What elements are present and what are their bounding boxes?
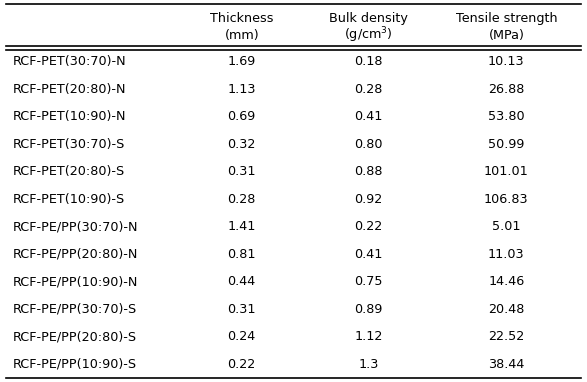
Text: (g/cm$^3$): (g/cm$^3$)	[344, 26, 393, 45]
Text: 14.46: 14.46	[488, 275, 524, 288]
Text: 5.01: 5.01	[492, 220, 521, 233]
Text: RCF-PET(20:80)-S: RCF-PET(20:80)-S	[13, 165, 125, 178]
Text: RCF-PE/PP(30:70)-S: RCF-PE/PP(30:70)-S	[13, 303, 137, 316]
Text: RCF-PET(10:90)-S: RCF-PET(10:90)-S	[13, 193, 125, 206]
Text: 0.22: 0.22	[228, 358, 256, 371]
Text: 22.52: 22.52	[488, 330, 524, 343]
Text: 1.69: 1.69	[228, 55, 256, 68]
Text: RCF-PE/PP(10:90)-N: RCF-PE/PP(10:90)-N	[13, 275, 138, 288]
Text: 0.81: 0.81	[228, 248, 256, 261]
Text: 1.3: 1.3	[358, 358, 379, 371]
Text: 1.13: 1.13	[228, 83, 256, 96]
Text: Thickness: Thickness	[210, 11, 274, 24]
Text: 0.41: 0.41	[354, 248, 383, 261]
Text: 0.22: 0.22	[354, 220, 382, 233]
Text: 0.80: 0.80	[354, 138, 383, 151]
Text: 0.18: 0.18	[354, 55, 383, 68]
Text: 0.41: 0.41	[354, 110, 383, 123]
Text: 0.89: 0.89	[354, 303, 383, 316]
Text: 101.01: 101.01	[484, 165, 529, 178]
Text: 53.80: 53.80	[488, 110, 525, 123]
Text: 0.44: 0.44	[228, 275, 256, 288]
Text: 0.69: 0.69	[228, 110, 256, 123]
Text: RCF-PE/PP(20:80)-N: RCF-PE/PP(20:80)-N	[13, 248, 138, 261]
Text: RCF-PE/PP(30:70)-N: RCF-PE/PP(30:70)-N	[13, 220, 139, 233]
Text: RCF-PET(20:80)-N: RCF-PET(20:80)-N	[13, 83, 126, 96]
Text: 0.28: 0.28	[354, 83, 383, 96]
Text: 0.75: 0.75	[354, 275, 383, 288]
Text: RCF-PE/PP(10:90)-S: RCF-PE/PP(10:90)-S	[13, 358, 137, 371]
Text: 0.31: 0.31	[228, 303, 256, 316]
Text: 38.44: 38.44	[488, 358, 525, 371]
Text: 26.88: 26.88	[488, 83, 525, 96]
Text: (MPa): (MPa)	[488, 29, 524, 42]
Text: 0.92: 0.92	[354, 193, 382, 206]
Text: Bulk density: Bulk density	[329, 11, 408, 24]
Text: (mm): (mm)	[224, 29, 259, 42]
Text: 106.83: 106.83	[484, 193, 529, 206]
Text: 20.48: 20.48	[488, 303, 525, 316]
Text: 0.28: 0.28	[228, 193, 256, 206]
Text: RCF-PE/PP(20:80)-S: RCF-PE/PP(20:80)-S	[13, 330, 137, 343]
Text: 1.41: 1.41	[228, 220, 256, 233]
Text: RCF-PET(10:90)-N: RCF-PET(10:90)-N	[13, 110, 126, 123]
Text: Tensile strength: Tensile strength	[456, 11, 557, 24]
Text: 1.12: 1.12	[354, 330, 383, 343]
Text: 0.88: 0.88	[354, 165, 383, 178]
Text: 50.99: 50.99	[488, 138, 525, 151]
Text: 0.31: 0.31	[228, 165, 256, 178]
Text: 0.32: 0.32	[228, 138, 256, 151]
Text: 11.03: 11.03	[488, 248, 525, 261]
Text: RCF-PET(30:70)-N: RCF-PET(30:70)-N	[13, 55, 126, 68]
Text: 0.24: 0.24	[228, 330, 256, 343]
Text: RCF-PET(30:70)-S: RCF-PET(30:70)-S	[13, 138, 125, 151]
Text: 10.13: 10.13	[488, 55, 525, 68]
